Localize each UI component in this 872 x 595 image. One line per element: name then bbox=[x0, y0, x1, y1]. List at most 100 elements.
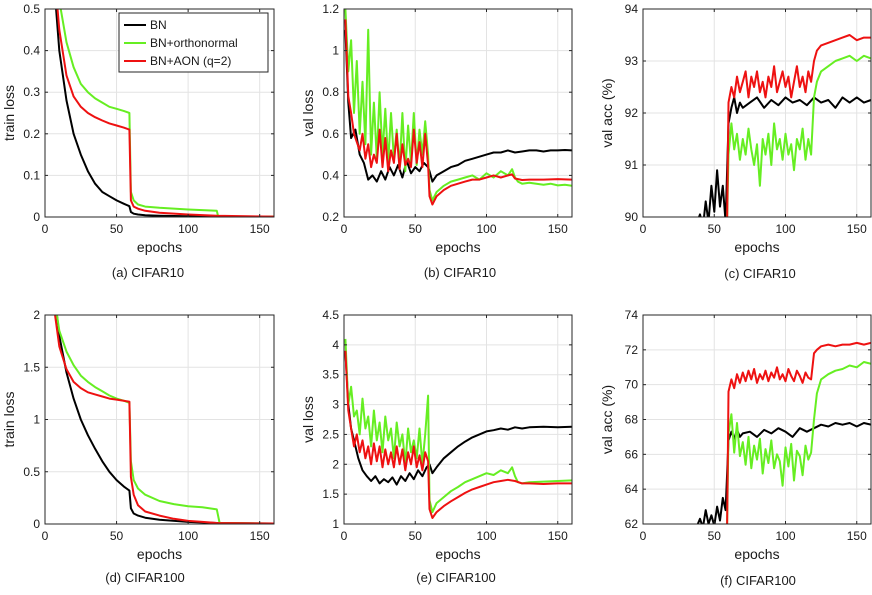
panel-e-caption: (e) CIFAR100 bbox=[416, 570, 495, 585]
panel-a-axes-frame bbox=[44, 8, 275, 218]
panel-b-xtick-label-3: 150 bbox=[548, 222, 568, 236]
panel-a-ytick-label-0: 0 bbox=[33, 210, 40, 224]
panel-e-ytick-label-4: 3 bbox=[332, 398, 339, 412]
panel-e-xtick-label-3: 150 bbox=[548, 529, 568, 543]
panel-b-series-group bbox=[344, 9, 572, 206]
panel-e-ytick-label-7: 4.5 bbox=[322, 308, 339, 322]
panel-a-line-bn-orthonormal bbox=[59, 9, 274, 217]
panel-f-ytick-label-5: 72 bbox=[625, 343, 639, 357]
panel-b-plot-area bbox=[344, 9, 572, 217]
panel-b: 0 50 100 150 0.2 0.4 0.6 0.8 1 1.2 epochs val loss (… bbox=[300, 2, 573, 280]
panel-f-ytick-label-3: 68 bbox=[625, 413, 639, 427]
panel-d-xlabel: epochs bbox=[137, 546, 182, 562]
legend-label-bn-orthonormal: BN+orthonormal bbox=[150, 36, 238, 50]
panel-e-line-bn bbox=[344, 350, 572, 486]
panel-e-ytick-label-5: 3.5 bbox=[322, 368, 339, 382]
panel-c-xtick-label-1: 50 bbox=[708, 222, 722, 236]
panel-d-xtick-label-3: 150 bbox=[250, 529, 270, 543]
panel-b-xtick-label-1: 50 bbox=[409, 222, 423, 236]
panel-b-xtick-label-0: 0 bbox=[341, 222, 348, 236]
panel-d-ytick-label-1: 0.5 bbox=[23, 465, 40, 479]
panel-d-line-bn bbox=[55, 315, 274, 524]
panel-c-ytick-label-4: 94 bbox=[625, 2, 639, 16]
panel-c-xtick-label-2: 100 bbox=[775, 222, 795, 236]
panel-e: 0 50 100 150 1 1.5 2 2.5 3 3.5 4 4.5 epochs val loss (… bbox=[300, 308, 573, 585]
panel-b-caption: (b) CIFAR10 bbox=[424, 265, 496, 280]
panel-f-xtick-label-3: 150 bbox=[847, 529, 867, 543]
panel-e-ytick-label-2: 2 bbox=[332, 457, 339, 471]
panel-c-ytick-label-0: 90 bbox=[625, 210, 639, 224]
panel-d-xtick-label-2: 100 bbox=[178, 529, 198, 543]
panel-d-xtick-label-0: 0 bbox=[42, 529, 49, 543]
panel-d-xtick-label-1: 50 bbox=[110, 529, 124, 543]
panel-d-ytick-label-4: 2 bbox=[33, 308, 40, 322]
panel-d: 0 50 100 150 0 0.5 1 1.5 2 epochs train loss (d) CI… bbox=[1, 308, 275, 585]
panel-a-xtick-label-0: 0 bbox=[42, 222, 49, 236]
panel-c-ytick-label-1: 91 bbox=[625, 158, 639, 172]
panel-a-xlabel: epochs bbox=[137, 239, 182, 255]
panel-a-line-bn bbox=[55, 9, 274, 217]
panel-d-caption: (d) CIFAR100 bbox=[105, 570, 184, 585]
panel-a-line-bn-aon-q-2 bbox=[56, 9, 274, 217]
panel-b-xlabel: epochs bbox=[435, 239, 480, 255]
panel-c-ylabel: val acc (%) bbox=[599, 78, 615, 147]
panel-f-ytick-label-4: 70 bbox=[625, 378, 639, 392]
panel-c-xlabel: epochs bbox=[734, 239, 779, 255]
panel-a-xtick-label-3: 150 bbox=[250, 222, 270, 236]
panel-c-caption: (c) CIFAR10 bbox=[724, 266, 796, 281]
legend: BN BN+orthonormal BN+AON (q=2) bbox=[118, 12, 269, 73]
panel-b-ytick-label-2: 0.6 bbox=[322, 127, 339, 141]
panel-a-caption: (a) CIFAR10 bbox=[112, 265, 184, 280]
panel-b-ytick-label-0: 0.2 bbox=[322, 210, 339, 224]
panel-e-axes-frame bbox=[343, 314, 573, 525]
panel-c-line-bn bbox=[697, 96, 871, 217]
panel-d-series-group bbox=[54, 315, 274, 524]
panel-d-ytick-label-3: 1.5 bbox=[23, 360, 40, 374]
panel-e-line-bn-orthonormal bbox=[344, 338, 572, 514]
panel-d-line-bn-aon-q-2 bbox=[54, 315, 274, 524]
panel-f-xlabel: epochs bbox=[734, 546, 779, 562]
panel-e-xtick-label-2: 100 bbox=[476, 529, 496, 543]
panel-a-ytick-label-2: 0.2 bbox=[23, 127, 40, 141]
panel-c-line-bn-aon-q-2 bbox=[726, 34, 871, 217]
panel-b-ytick-label-5: 1.2 bbox=[322, 2, 339, 16]
panel-b-ytick-label-3: 0.8 bbox=[322, 85, 339, 99]
panel-d-ylabel: train loss bbox=[1, 391, 17, 447]
panel-a-xtick-label-1: 50 bbox=[110, 222, 124, 236]
panel-e-ytick-label-0: 1 bbox=[332, 517, 339, 531]
panel-b-ytick-label-1: 0.4 bbox=[322, 168, 339, 182]
panel-a-ytick-label-5: 0.5 bbox=[23, 2, 40, 16]
panel-f-line-bn bbox=[696, 422, 871, 524]
panel-a-ytick-label-3: 0.3 bbox=[23, 85, 40, 99]
panel-e-xlabel: epochs bbox=[435, 546, 480, 562]
panel-b-line-bn-aon-q-2 bbox=[344, 19, 572, 206]
panel-f-caption: (f) CIFAR100 bbox=[720, 573, 796, 588]
panel-f-ytick-label-1: 64 bbox=[625, 482, 639, 496]
panel-b-ytick-label-4: 1 bbox=[332, 44, 339, 58]
panel-a-ytick-label-1: 0.1 bbox=[23, 168, 40, 182]
panel-c-ytick-label-3: 93 bbox=[625, 54, 639, 68]
panel-e-plot-area bbox=[344, 315, 572, 524]
panel-e-xtick-label-1: 50 bbox=[409, 529, 423, 543]
panel-f-series-group bbox=[696, 341, 871, 524]
panel-f-xtick-label-1: 50 bbox=[708, 529, 722, 543]
panel-e-ytick-label-3: 2.5 bbox=[322, 427, 339, 441]
panel-b-xtick-label-2: 100 bbox=[476, 222, 496, 236]
panel-e-series-group bbox=[344, 338, 572, 519]
panel-c-series-group bbox=[697, 34, 871, 217]
legend-label-bn-aon-q-2: BN+AON (q=2) bbox=[150, 54, 231, 68]
panel-a-series-group bbox=[55, 9, 274, 217]
panel-f-line-bn-aon-q-2 bbox=[726, 341, 871, 524]
legend-label-bn: BN bbox=[150, 18, 167, 32]
panel-f-ytick-label-2: 66 bbox=[625, 447, 639, 461]
panel-c-line-bn-orthonormal bbox=[726, 54, 871, 217]
panel-f: 0 50 100 150 62 64 66 68 70 72 74 epochs val acc (%)… bbox=[599, 308, 872, 588]
panel-b-axes-frame bbox=[343, 8, 573, 218]
panel-b-ylabel: val loss bbox=[300, 90, 316, 137]
panel-e-line-bn-aon-q-2 bbox=[344, 350, 572, 519]
panel-f-line-bn-orthonormal bbox=[726, 361, 871, 524]
panel-f-xtick-label-2: 100 bbox=[775, 529, 795, 543]
panel-f-ytick-label-6: 74 bbox=[625, 308, 639, 322]
panel-c: 0 50 100 150 90 91 92 93 94 epochs val acc (%) (c) … bbox=[599, 2, 872, 281]
